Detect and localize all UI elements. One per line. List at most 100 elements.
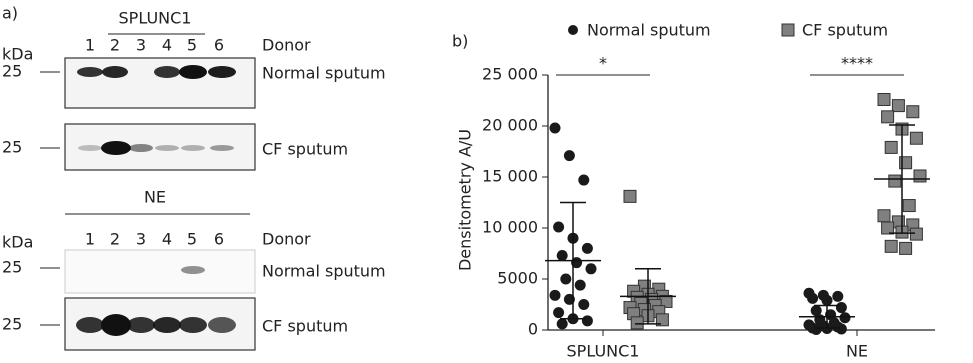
blot bbox=[65, 250, 255, 293]
point bbox=[878, 210, 890, 222]
point bbox=[557, 318, 568, 329]
y-tick-label: 15 000 bbox=[482, 167, 538, 186]
point bbox=[575, 280, 586, 291]
row-label: CF sputum bbox=[262, 140, 348, 159]
marker-label: 25 bbox=[2, 315, 22, 334]
band bbox=[129, 144, 153, 152]
band bbox=[154, 66, 180, 78]
lane-number: 4 bbox=[162, 230, 172, 249]
band bbox=[102, 66, 128, 78]
marker-label: 25 bbox=[2, 138, 22, 157]
band bbox=[153, 317, 181, 333]
marker-label: 25 bbox=[2, 62, 22, 81]
lane-header: Donor bbox=[262, 36, 311, 55]
blot bbox=[65, 58, 255, 108]
point bbox=[889, 175, 901, 187]
point bbox=[582, 315, 593, 326]
blot-title: NE bbox=[144, 188, 166, 207]
legend-swatch bbox=[782, 24, 794, 36]
band bbox=[208, 66, 236, 78]
point bbox=[914, 170, 926, 182]
figure: a) SPLUNC1 1 2 3 4 5 6 Donor kDa 25 Norm… bbox=[0, 0, 973, 363]
band bbox=[179, 317, 207, 333]
point bbox=[560, 274, 571, 285]
point bbox=[582, 243, 593, 254]
point bbox=[832, 291, 843, 302]
point bbox=[553, 307, 564, 318]
point bbox=[550, 290, 561, 301]
point bbox=[907, 106, 919, 118]
band bbox=[77, 67, 103, 77]
point bbox=[892, 100, 904, 112]
legend-label: CF sputum bbox=[802, 21, 888, 40]
kda-label: kDa bbox=[2, 233, 33, 252]
lane-header: Donor bbox=[262, 230, 311, 249]
legend-swatch bbox=[568, 25, 578, 35]
band bbox=[101, 314, 131, 336]
panel-b: b) Densitometry A/U 0500010 00015 00020 … bbox=[452, 21, 935, 361]
point bbox=[822, 295, 833, 306]
significance-label: **** bbox=[841, 54, 873, 73]
lane-number: 6 bbox=[214, 230, 224, 249]
lane-number: 2 bbox=[110, 230, 120, 249]
point bbox=[631, 317, 643, 329]
point bbox=[910, 228, 922, 240]
point bbox=[836, 323, 847, 334]
point bbox=[836, 302, 847, 313]
row-label: CF sputum bbox=[262, 317, 348, 336]
panel-label: a) bbox=[2, 4, 18, 23]
panel-a: a) SPLUNC1 1 2 3 4 5 6 Donor kDa 25 Norm… bbox=[2, 4, 386, 351]
point bbox=[885, 141, 897, 153]
point bbox=[882, 111, 894, 123]
point bbox=[910, 132, 922, 144]
band bbox=[101, 141, 131, 155]
band bbox=[78, 145, 102, 151]
lane-number: 5 bbox=[187, 36, 197, 55]
lane-number: 6 bbox=[214, 36, 224, 55]
point bbox=[811, 324, 822, 335]
band bbox=[181, 266, 205, 274]
lane-number: 1 bbox=[85, 230, 95, 249]
band bbox=[127, 317, 155, 333]
y-tick-label: 25 000 bbox=[482, 65, 538, 84]
band bbox=[76, 317, 104, 333]
significance-label: * bbox=[599, 54, 607, 73]
band bbox=[181, 145, 205, 151]
lane-number: 5 bbox=[187, 230, 197, 249]
x-tick-label: SPLUNC1 bbox=[567, 342, 640, 361]
point bbox=[578, 175, 589, 186]
band bbox=[155, 145, 179, 151]
lane-number: 2 bbox=[110, 36, 120, 55]
x-tick-label: NE bbox=[846, 342, 868, 361]
point bbox=[807, 293, 818, 304]
panel-label: b) bbox=[452, 32, 468, 51]
point bbox=[882, 222, 894, 234]
row-label: Normal sputum bbox=[262, 262, 386, 281]
point bbox=[578, 299, 589, 310]
legend-label: Normal sputum bbox=[587, 21, 711, 40]
lane-number: 3 bbox=[136, 36, 146, 55]
lane-number: 3 bbox=[136, 230, 146, 249]
lane-number: 1 bbox=[85, 36, 95, 55]
band bbox=[208, 317, 236, 333]
point bbox=[550, 123, 561, 134]
point bbox=[553, 221, 564, 232]
lane-number: 4 bbox=[162, 36, 172, 55]
band bbox=[179, 65, 207, 79]
point bbox=[624, 190, 636, 202]
point bbox=[557, 250, 568, 261]
y-tick-label: 10 000 bbox=[482, 218, 538, 237]
y-tick-label: 0 bbox=[528, 320, 538, 339]
band bbox=[210, 145, 234, 151]
y-tick-label: 20 000 bbox=[482, 116, 538, 135]
point bbox=[564, 150, 575, 161]
point bbox=[878, 93, 890, 105]
row-label: Normal sputum bbox=[262, 64, 386, 83]
point bbox=[903, 200, 915, 212]
y-tick-label: 5000 bbox=[497, 269, 538, 288]
marker-label: 25 bbox=[2, 258, 22, 277]
point bbox=[885, 240, 897, 252]
blot-title: SPLUNC1 bbox=[119, 9, 192, 28]
point bbox=[900, 242, 912, 254]
point bbox=[840, 312, 851, 323]
